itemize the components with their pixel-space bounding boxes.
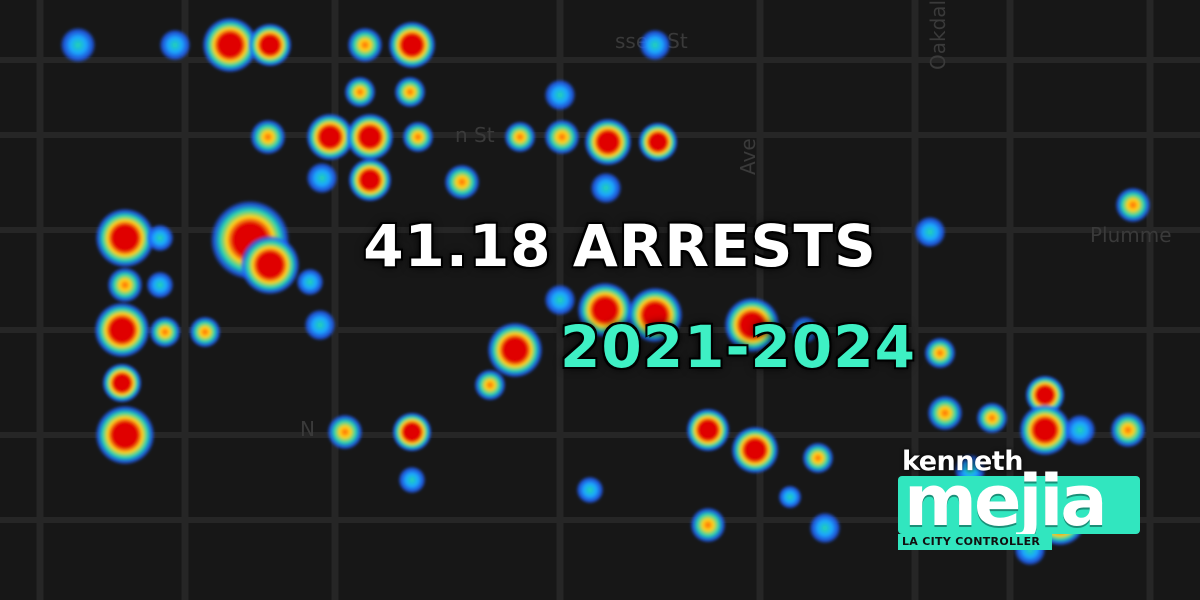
- heat-blob: [248, 23, 292, 67]
- heat-blob: [344, 76, 376, 108]
- heat-blob: [577, 282, 633, 338]
- heat-blob: [102, 363, 142, 403]
- heat-blob: [347, 27, 383, 63]
- heat-blob: [976, 402, 1008, 434]
- heat-blob: [809, 512, 841, 544]
- heat-blob: [327, 414, 363, 450]
- street-label: Oakdale A: [926, 0, 950, 70]
- heat-blob: [94, 302, 150, 358]
- heat-blob: [392, 412, 432, 452]
- heat-blob: [791, 316, 819, 344]
- heat-blob: [346, 113, 394, 161]
- heat-blob: [686, 408, 730, 452]
- heat-blob: [402, 121, 434, 153]
- heat-blob: [95, 208, 155, 268]
- heat-blob: [304, 309, 336, 341]
- heat-blob: [639, 29, 671, 61]
- logo-first-name: kenneth: [902, 446, 1023, 477]
- heat-blob: [924, 337, 956, 369]
- heat-blob: [638, 122, 678, 162]
- heat-blob: [544, 79, 576, 111]
- heat-blob: [394, 76, 426, 108]
- headline-title: 41.18 ARRESTS: [363, 212, 877, 280]
- heat-blob: [146, 224, 174, 252]
- heat-blob: [159, 29, 191, 61]
- heat-blob: [444, 164, 480, 200]
- heat-blob: [95, 405, 155, 465]
- street-label: N: [300, 417, 315, 441]
- heat-blob: [690, 507, 726, 543]
- heat-blob: [627, 287, 683, 343]
- heat-blob: [388, 21, 436, 69]
- heat-blob: [544, 119, 580, 155]
- heat-blob: [250, 119, 286, 155]
- heat-blob: [1110, 412, 1146, 448]
- heat-blob: [927, 395, 963, 431]
- heat-blob: [240, 235, 300, 295]
- heat-blob: [189, 316, 221, 348]
- heat-blob: [306, 162, 338, 194]
- heat-blob: [296, 268, 324, 296]
- street-label: Ave: [736, 138, 760, 175]
- logo-last-name-plate: mejia: [898, 466, 1140, 536]
- heat-blob: [107, 267, 143, 303]
- heat-blob: [1019, 404, 1071, 456]
- heat-blob: [724, 297, 780, 353]
- heat-blob: [504, 121, 536, 153]
- heat-blob: [1025, 375, 1065, 415]
- headline-years: 2021-2024: [560, 313, 916, 381]
- street-label: n St: [455, 123, 495, 147]
- heat-blob: [474, 369, 506, 401]
- logo-subtitle: LA CITY CONTROLLER: [898, 534, 1052, 550]
- heat-blob: [544, 284, 576, 316]
- heat-blob: [778, 485, 802, 509]
- heat-blob: [306, 113, 354, 161]
- heat-blob: [802, 442, 834, 474]
- heat-blob: [1115, 187, 1151, 223]
- heat-blob: [60, 27, 96, 63]
- heat-blob: [348, 158, 392, 202]
- heat-blob: [398, 466, 426, 494]
- heat-blob: [731, 426, 779, 474]
- heat-blob: [146, 271, 174, 299]
- heat-blob: [584, 118, 632, 166]
- heat-blob: [914, 216, 946, 248]
- heat-blob: [1064, 414, 1096, 446]
- street-label: Plumme: [1090, 223, 1172, 247]
- controller-logo: kenneth mejia LA CITY CONTROLLER: [898, 446, 1148, 556]
- heat-blob: [590, 172, 622, 204]
- heat-blob: [576, 476, 604, 504]
- logo-last-name: mejia: [904, 460, 1108, 542]
- heat-blob: [202, 17, 258, 73]
- heat-blob: [487, 322, 543, 378]
- heat-blob: [149, 316, 181, 348]
